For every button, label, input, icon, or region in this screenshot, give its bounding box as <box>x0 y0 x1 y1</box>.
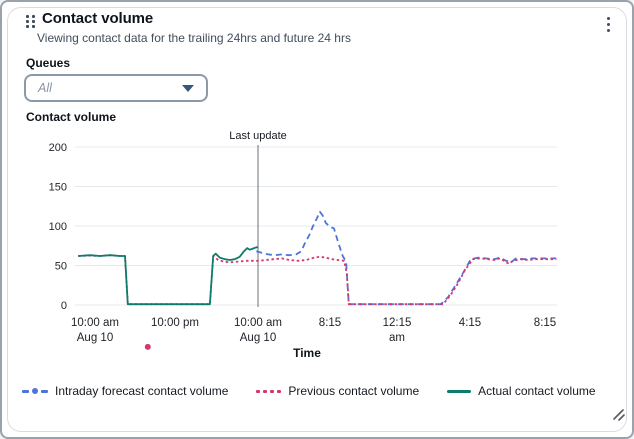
y-tick-label: 100 <box>49 221 67 233</box>
widget-menu-button[interactable] <box>596 12 620 36</box>
y-tick-label: 150 <box>49 182 67 194</box>
drag-handle-icon[interactable] <box>26 15 36 30</box>
forecast-dashed-swatch-icon <box>22 388 48 394</box>
actual-solid-swatch-icon <box>447 389 472 393</box>
x-tick-label: am <box>389 332 405 344</box>
x-tick-label: 10:00 am <box>234 317 282 329</box>
previous-dotted-swatch-icon <box>256 389 282 393</box>
x-axis-title: Time <box>293 346 321 360</box>
series-actual-contact-volume <box>78 246 258 306</box>
legend-label: Actual contact volume <box>478 384 596 398</box>
queues-select-value: All <box>38 81 52 95</box>
legend-label: Intraday forecast contact volume <box>55 384 229 398</box>
x-tick-label: 8:15 <box>534 317 556 329</box>
stray-data-point <box>144 343 151 350</box>
vertical-dots-icon <box>606 16 610 20</box>
chart-legend: Intraday forecast contact volume Previou… <box>22 384 596 398</box>
legend-item-intraday-forecast[interactable]: Intraday forecast contact volume <box>22 384 228 398</box>
legend-label: Previous contact volume <box>288 384 420 398</box>
x-tick-label: 10:00 am <box>71 317 119 329</box>
last-update-label: Last update <box>229 130 287 142</box>
x-tick-label: Aug 10 <box>240 332 276 344</box>
series-intraday-forecast-contact-volume <box>256 210 557 306</box>
x-tick-label: 12:15 <box>383 317 412 329</box>
y-tick-label: 0 <box>61 300 67 312</box>
chart-title-label: Contact volume <box>26 110 117 124</box>
x-tick-label: 4:15 <box>459 317 481 329</box>
y-tick-label: 200 <box>49 142 67 154</box>
queues-select[interactable]: All <box>24 74 208 102</box>
x-tick-label: 8:15 <box>319 317 341 329</box>
series-previous-contact-volume <box>78 254 557 306</box>
y-tick-label: 50 <box>55 261 67 273</box>
chevron-down-icon <box>182 84 194 92</box>
resize-handle[interactable] <box>608 404 628 424</box>
x-tick-label: Aug 10 <box>77 332 113 344</box>
widget-title: Contact volume <box>42 10 154 27</box>
widget-subtitle: Viewing contact data for the trailing 24… <box>37 31 351 45</box>
legend-item-previous[interactable]: Previous contact volume <box>256 384 419 398</box>
legend-item-actual[interactable]: Actual contact volume <box>447 384 596 398</box>
x-tick-label: 10:00 pm <box>151 317 199 329</box>
queues-label: Queues <box>26 56 71 70</box>
